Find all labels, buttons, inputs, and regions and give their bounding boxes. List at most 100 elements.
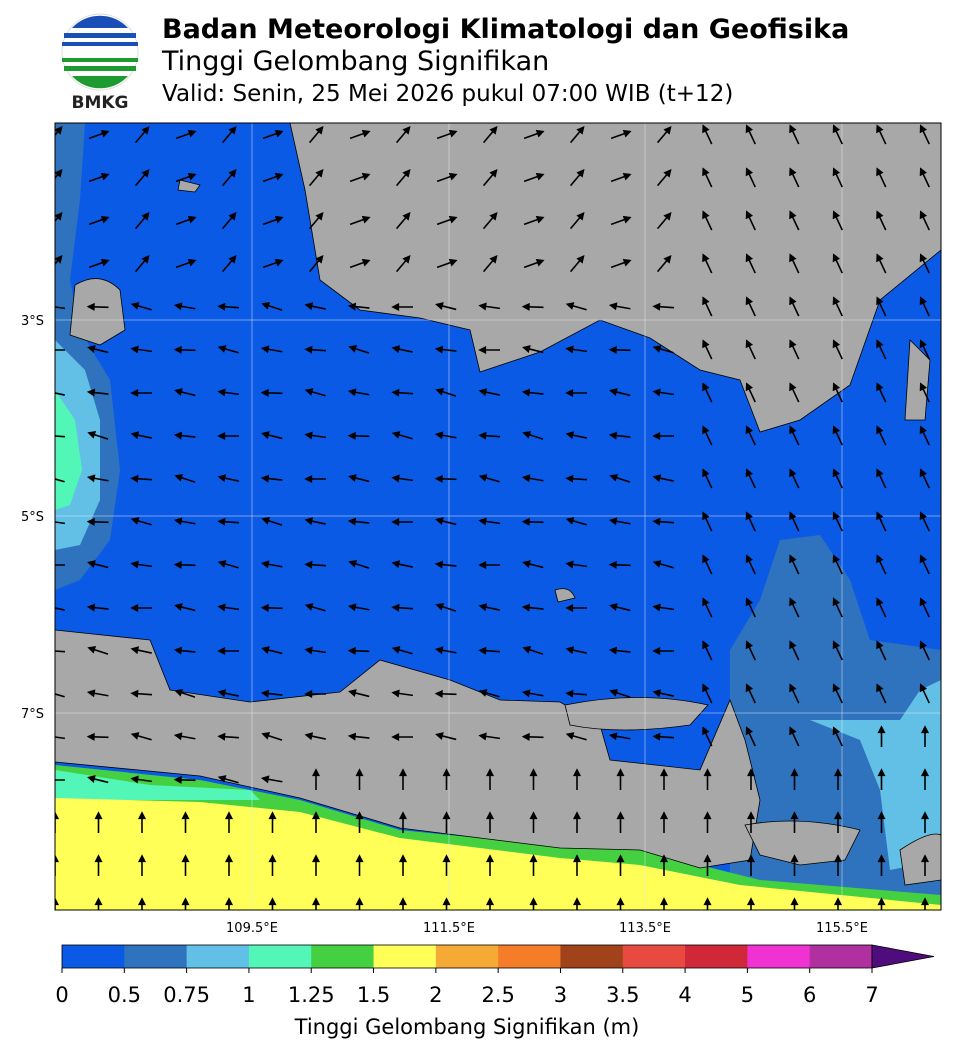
arrow-head: [608, 517, 618, 526]
arrow-head: [45, 519, 51, 524]
arrow-head: [141, 254, 150, 264]
wave-arrow: [395, 254, 411, 273]
arrow-head: [521, 689, 531, 698]
wave-arrow: [55, 897, 60, 910]
wave-arrow: [833, 811, 843, 833]
wave-arrow: [656, 168, 672, 187]
wave-arrow: [435, 517, 457, 526]
wave-arrow: [478, 431, 501, 440]
arrow-head: [608, 302, 618, 311]
wave-arrow: [656, 211, 672, 230]
wave-arrow: [221, 125, 237, 144]
wave-arrow: [702, 296, 713, 317]
arrow-head: [100, 215, 110, 224]
arrow-head: [702, 640, 710, 650]
wave-arrow: [55, 854, 60, 876]
colorbar-segment: [435, 945, 499, 968]
arrow-head: [652, 388, 661, 397]
arrow-head: [478, 560, 487, 570]
wave-arrow: [746, 768, 756, 790]
arrow-head: [311, 897, 321, 906]
wave-arrow: [173, 646, 196, 655]
arrow-head: [217, 345, 227, 353]
wave-arrow: [130, 517, 152, 526]
arrow-head: [521, 603, 531, 612]
arrow-head: [45, 734, 51, 739]
wave-arrow: [702, 554, 713, 575]
arrow-head: [919, 210, 928, 220]
arrow-head: [137, 811, 147, 820]
arrow-head: [876, 554, 884, 564]
arrow-head: [442, 768, 451, 777]
wave-arrow: [262, 129, 284, 140]
wave-arrow: [478, 689, 500, 698]
arrow-head: [173, 431, 183, 440]
wave-arrow: [703, 811, 712, 833]
logo-text: BMKG: [71, 93, 128, 113]
wave-arrow: [262, 215, 284, 226]
arrow-head: [187, 172, 197, 181]
arrow-head: [478, 388, 488, 397]
arrow-head: [442, 854, 451, 863]
arrow-head: [663, 125, 672, 135]
wave-arrow: [659, 768, 669, 790]
wave-arrow: [652, 732, 675, 741]
wave-arrow: [919, 511, 930, 532]
wave-arrow: [745, 210, 756, 231]
wave-arrow: [478, 302, 501, 311]
arrow-head: [652, 431, 661, 441]
arrow-head: [489, 125, 498, 135]
wave-arrow: [260, 689, 283, 698]
wave-arrow: [652, 646, 674, 656]
wave-arrow: [130, 689, 153, 698]
arrow-head: [260, 775, 270, 784]
arrow-head: [572, 768, 582, 777]
arrow-head: [100, 258, 110, 267]
colorbar-extension: [871, 944, 935, 969]
wave-arrow: [521, 732, 544, 741]
wave-arrow: [391, 646, 413, 655]
wave-arrow: [832, 210, 843, 231]
wave-arrow: [434, 646, 457, 655]
arrow-head: [181, 854, 190, 863]
lon-label: 109.5°E: [226, 921, 278, 936]
wave-arrow: [569, 168, 585, 187]
wave-arrow: [876, 382, 887, 403]
wave-arrow: [311, 768, 321, 790]
colorbar-tick-label: 0.5: [108, 983, 141, 1007]
arrow-head: [187, 258, 197, 267]
arrow-head: [652, 732, 661, 741]
arrow-head: [565, 732, 575, 740]
arrow-head: [391, 603, 400, 612]
wave-arrow: [347, 603, 370, 612]
wave-arrow: [174, 603, 196, 612]
arrow-head: [616, 768, 625, 777]
wave-arrow: [442, 897, 451, 910]
wave-arrow: [876, 339, 887, 360]
arrow-head: [832, 382, 841, 392]
arrow-head: [609, 688, 619, 697]
wave-arrow: [832, 597, 843, 618]
wave-arrow: [217, 517, 240, 526]
arrow-head: [478, 646, 487, 655]
arrow-head: [141, 168, 150, 178]
wave-arrow: [833, 768, 843, 790]
arrow-head: [609, 603, 618, 611]
arrow-head: [391, 517, 400, 527]
wave-arrow: [262, 172, 284, 183]
wave-arrow: [745, 253, 756, 274]
arrow-head: [435, 517, 444, 525]
wave-arrow: [130, 431, 152, 440]
arrow-head: [608, 646, 618, 655]
wave-arrow: [134, 168, 150, 187]
arrow-head: [130, 474, 139, 483]
wave-arrow: [523, 215, 545, 226]
arrow-head: [833, 811, 843, 820]
arrow-head: [355, 768, 364, 777]
arrow-head: [130, 560, 139, 569]
arrow-head: [174, 603, 183, 611]
wave-arrow: [659, 897, 669, 910]
wave-arrow: [130, 732, 152, 741]
wave-arrow: [86, 474, 109, 483]
wave-arrow: [572, 854, 582, 876]
